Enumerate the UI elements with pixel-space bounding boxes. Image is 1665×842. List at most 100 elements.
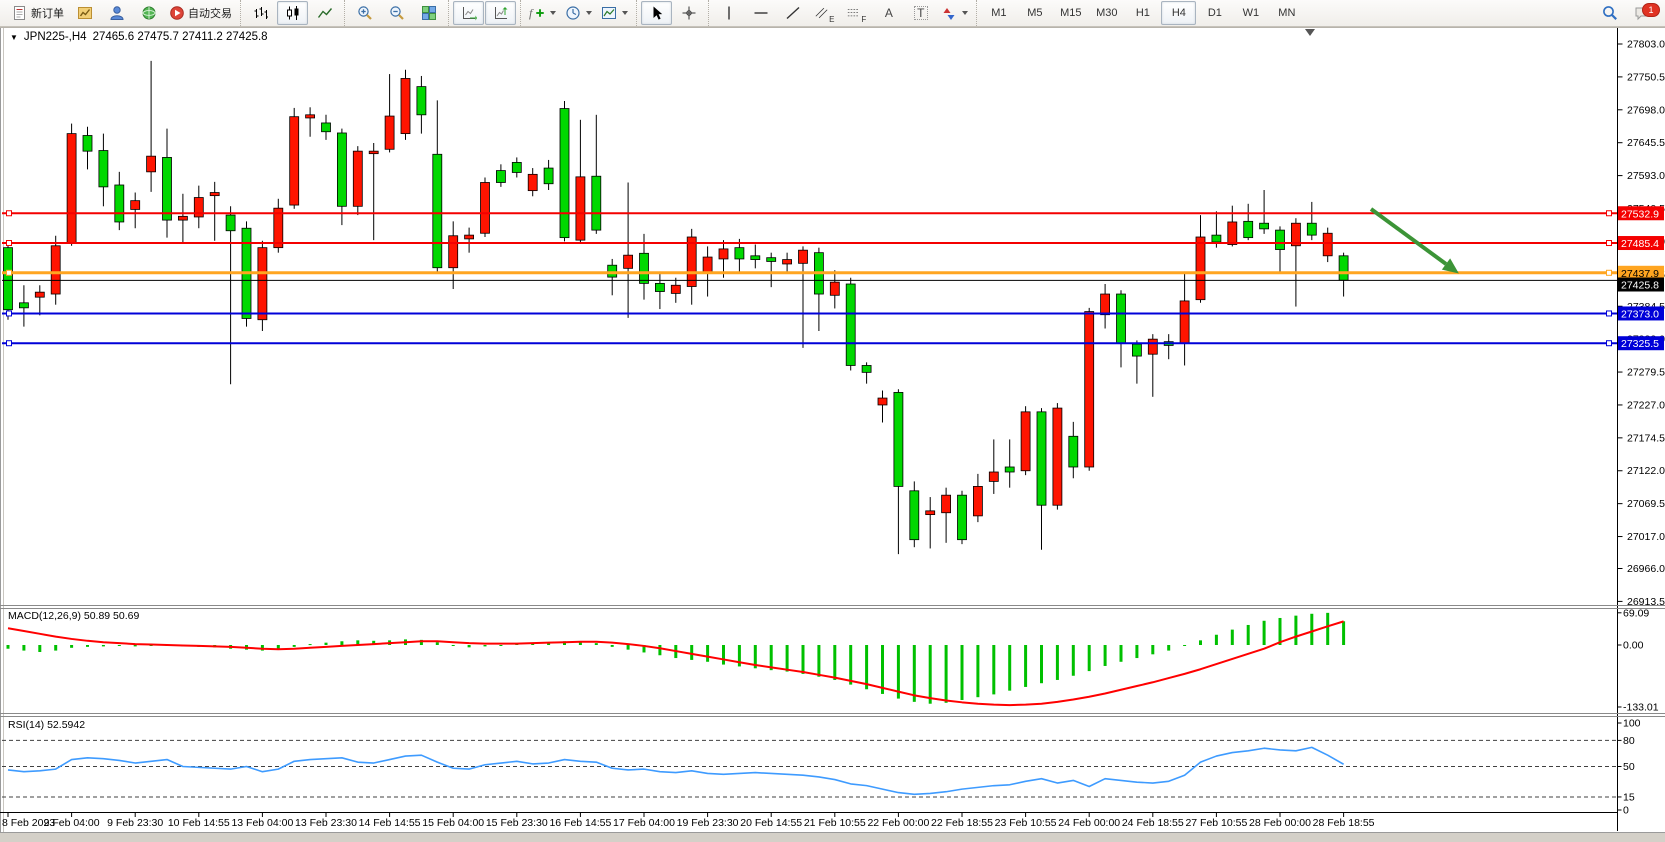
macd-histogram-bar (785, 645, 789, 672)
candle-body (511, 162, 522, 173)
new-chart-button[interactable] (69, 1, 100, 25)
date-tick-label: 10 Feb 14:55 (168, 817, 230, 829)
candle-body (384, 115, 395, 150)
timeframe-button-h1[interactable]: H1 (1135, 7, 1150, 19)
chart-shift-icon (494, 7, 507, 19)
candle-body (225, 214, 236, 232)
cursor-tool-button[interactable] (641, 1, 673, 25)
price-level-line[interactable]: 27373.0 (2, 306, 1664, 321)
signals-button[interactable] (133, 1, 164, 25)
line-anchor-icon[interactable] (6, 340, 12, 347)
timeframe-button-h4[interactable]: H4 (1161, 1, 1197, 25)
timeframe-button-m15[interactable]: M15 (1060, 7, 1082, 19)
candle-body (559, 108, 570, 239)
candle-body (50, 245, 61, 295)
market-watch-button[interactable] (101, 1, 132, 25)
new-order-button[interactable]: 新订单 (8, 1, 68, 25)
trend-arrow-annotation[interactable] (1369, 207, 1459, 274)
candle-body (1322, 232, 1333, 257)
auto-scroll-icon (462, 7, 477, 21)
line-chart-mode-button[interactable] (309, 1, 340, 25)
trendline-tool-button[interactable] (777, 1, 808, 25)
candle-body (289, 116, 300, 206)
date-tick-label: 24 Feb 00:00 (1058, 817, 1120, 829)
timeframe-button-m30[interactable]: M30 (1096, 7, 1118, 19)
periods-button[interactable] (561, 1, 596, 25)
timeframe-button-m1[interactable]: M1 (991, 7, 1007, 19)
notifications-button[interactable]: 1 (1626, 1, 1660, 25)
macd-histogram-bar (1183, 645, 1187, 646)
text-label-tool-button[interactable]: T (905, 1, 936, 25)
line-anchor-icon[interactable] (1606, 210, 1612, 217)
rsi-axis-label: 80 (1623, 735, 1635, 747)
price-level-line[interactable]: 27325.5 (2, 336, 1664, 351)
candle-body (750, 255, 761, 260)
candle-body (655, 282, 665, 292)
bar-chart-mode-button[interactable] (245, 1, 276, 25)
template-icon (602, 7, 617, 19)
price-level-line[interactable]: 27437.9 (2, 265, 1664, 280)
search-button[interactable] (1594, 1, 1625, 25)
line-anchor-icon[interactable] (1606, 310, 1612, 317)
indicators-icon: f (529, 5, 533, 20)
channel-tool-button[interactable]: E (809, 1, 840, 25)
crosshair-tool-button[interactable] (673, 1, 704, 25)
fibonacci-tool-button[interactable]: F (841, 1, 872, 25)
candle-body (909, 490, 920, 541)
macd-histogram-bar (912, 645, 916, 702)
line-anchor-icon[interactable] (6, 210, 12, 217)
line-anchor-icon[interactable] (6, 269, 12, 276)
price-level-line[interactable]: 27532.9 (2, 206, 1664, 221)
horizontal-line-tool-button[interactable] (745, 1, 776, 25)
timeframe-button-d1[interactable]: D1 (1207, 7, 1222, 19)
text-tool-button[interactable]: A (873, 1, 904, 25)
price-tick-label: 26966.0 (1627, 563, 1665, 575)
line-anchor-icon[interactable] (6, 240, 12, 247)
arrows-tool-button[interactable] (937, 1, 972, 25)
candle-body (1243, 220, 1254, 239)
indicators-button[interactable]: f (525, 1, 560, 25)
macd-histogram-bar (610, 645, 614, 647)
auto-scroll-button[interactable] (453, 1, 484, 25)
line-anchor-icon[interactable] (1606, 269, 1612, 276)
price-level-label (1618, 236, 1664, 251)
rsi-line (7, 746, 1344, 796)
price-level-label-text: 27373.0 (1621, 308, 1659, 320)
date-tick-label: 24 Feb 18:55 (1122, 817, 1184, 829)
macd-histogram-bar (1310, 613, 1314, 645)
price-level-label-text: 27325.5 (1621, 338, 1659, 350)
candlestick-mode-button[interactable] (277, 1, 308, 25)
candle-body (1052, 407, 1063, 506)
candle-body (686, 236, 697, 287)
zoom-out-icon (389, 6, 404, 20)
line-anchor-icon[interactable] (1606, 340, 1612, 347)
chart-shift-marker-icon[interactable] (1305, 29, 1315, 36)
macd-histogram-bar (324, 642, 328, 645)
date-tick-label: 28 Feb 18:55 (1313, 817, 1375, 829)
search-icon (1602, 6, 1617, 20)
autotrading-button[interactable]: 自动交易 (165, 1, 236, 25)
macd-histogram-bar (1024, 645, 1028, 687)
price-tick-label: 27698.0 (1627, 104, 1665, 116)
zoom-in-button[interactable] (349, 1, 380, 25)
zoom-out-button[interactable] (381, 1, 412, 25)
line-anchor-icon[interactable] (1606, 240, 1612, 247)
timeframe-button-m5[interactable]: M5 (1027, 7, 1043, 19)
candle-body (734, 247, 745, 260)
chevron-down-icon[interactable]: ▼ (10, 32, 18, 42)
timeframe-button-mn[interactable]: MN (1278, 7, 1296, 19)
line-anchor-icon[interactable] (6, 310, 12, 317)
timeframe-button-w1[interactable]: W1 (1242, 7, 1260, 19)
arrowhead-icon (1441, 258, 1459, 274)
templates-button[interactable] (597, 1, 632, 25)
price-level-label-text: 27485.4 (1621, 238, 1659, 250)
globe-signal-icon (142, 6, 155, 20)
tile-windows-button[interactable] (413, 1, 444, 25)
vertical-line-tool-button[interactable] (713, 1, 744, 25)
price-level-line[interactable]: 27485.4 (2, 236, 1664, 251)
candle-body (18, 302, 29, 309)
current-price-label (1618, 277, 1664, 292)
chart-shift-button[interactable] (485, 1, 516, 25)
candle-body (1291, 222, 1301, 247)
